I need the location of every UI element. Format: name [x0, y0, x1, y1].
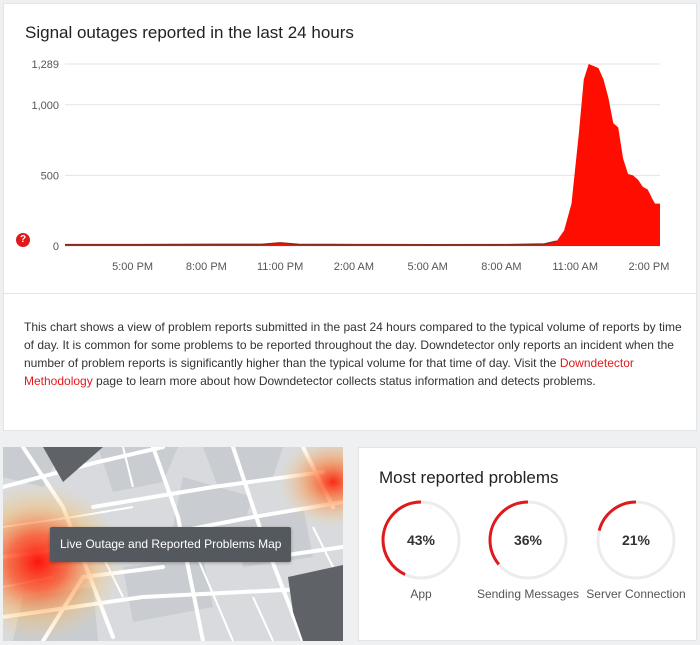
outage-line [65, 240, 557, 246]
problem-app[interactable]: 43% App [369, 498, 473, 601]
problem-percent: 43% [406, 532, 436, 548]
y-tick-label: 1,289 [31, 59, 59, 71]
y-tick-label: 1,000 [31, 100, 59, 112]
problem-ring [596, 500, 676, 580]
problem-percent: 36% [513, 532, 543, 548]
problem-label: Server Connection [586, 587, 686, 601]
ring-arc [596, 500, 676, 580]
problem-server-connection[interactable]: 21% Server Connection [584, 498, 688, 601]
ring-arc [381, 500, 461, 580]
outage-map-card[interactable]: Live Outage and Reported Problems Map [3, 447, 343, 641]
problems-title: Most reported problems [379, 468, 559, 487]
chart-description-card: This chart shows a view of problem repor… [3, 293, 697, 431]
outage-chart-card: 0 500 1,000 1,289 5:00 PM 8:00 PM 11:00 PM 2:00… [3, 3, 697, 293]
problem-ring [488, 500, 568, 580]
x-tick-label: 11:00 PM [257, 261, 303, 273]
y-tick-label: 0 [53, 241, 59, 253]
outage-area [65, 64, 660, 246]
x-tick-label: 5:00 PM [112, 261, 153, 273]
problem-sending-messages[interactable]: 36% Sending Messages [476, 498, 580, 601]
description-text-2: page to learn more about how Downdetecto… [92, 374, 596, 388]
x-tick-label: 8:00 PM [186, 261, 227, 273]
outage-chart: 0 500 1,000 1,289 5:00 PM 8:00 PM 11:00 PM 2:00… [31, 59, 669, 273]
x-tick-label: 8:00 AM [481, 261, 521, 273]
x-tick-label: 11:00 AM [552, 261, 598, 273]
problem-label: App [410, 587, 432, 601]
methodology-link[interactable]: Downdetector Methodology [24, 356, 634, 388]
x-tick-label: 5:00 AM [407, 261, 447, 273]
chart-title: Signal outages reported in the last 24 h… [25, 23, 354, 42]
most-reported-problems-card: Most reported problems 43% App 36% Sendi… [358, 447, 697, 641]
x-tick-label: 2:00 PM [628, 261, 669, 273]
live-map-button[interactable]: Live Outage and Reported Problems Map [50, 527, 292, 562]
ring-arc [488, 500, 568, 580]
chart-description: This chart shows a view of problem repor… [24, 318, 684, 390]
help-icon[interactable]: ? [16, 233, 30, 247]
y-tick-label: 500 [41, 170, 59, 182]
problem-ring [381, 500, 461, 580]
description-text-1: This chart shows a view of problem repor… [24, 320, 682, 370]
problem-percent: 21% [621, 532, 651, 548]
problem-label: Sending Messages [476, 587, 580, 601]
x-tick-label: 2:00 AM [334, 261, 374, 273]
